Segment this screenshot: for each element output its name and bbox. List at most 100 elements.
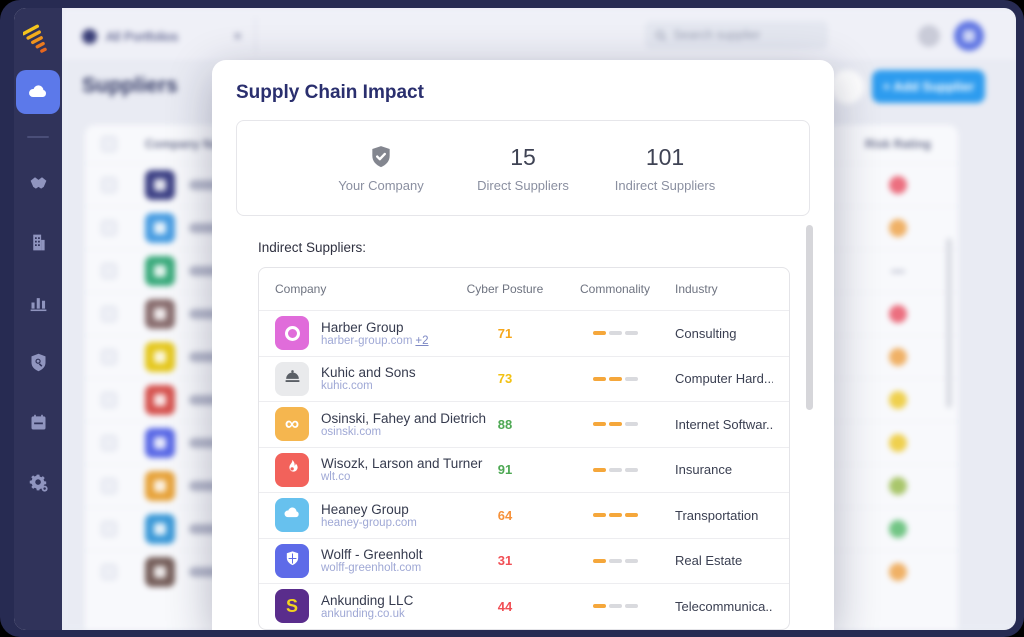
column-company: Company xyxy=(275,282,327,296)
supplier-row[interactable]: Heaney Group heaney-group.com 64 Transporta… xyxy=(259,492,789,538)
commonality-segment xyxy=(592,467,606,472)
tab-close-icon[interactable]: × xyxy=(233,27,242,45)
company-avatar xyxy=(145,170,175,200)
risk-rating-cell xyxy=(838,348,958,366)
sidebar xyxy=(14,8,62,630)
company-name: Heaney Group xyxy=(321,501,409,517)
company-logo xyxy=(275,543,309,578)
row-checkbox[interactable] xyxy=(101,177,117,193)
table-scrollbar[interactable] xyxy=(946,238,952,408)
add-supplier-button[interactable]: + Add Supplier xyxy=(872,70,985,103)
supplier-row[interactable]: Wolff - Greenholt wolff-greenholt.com 31 Re… xyxy=(259,537,789,584)
sidebar-item-settings[interactable] xyxy=(16,460,60,504)
row-checkbox[interactable] xyxy=(101,521,117,537)
help-icon[interactable] xyxy=(918,25,940,47)
cyber-posture-score: 88 xyxy=(497,416,513,432)
commonality-segment xyxy=(608,331,622,336)
sidebar-item-companies[interactable] xyxy=(16,220,60,264)
sidebar-item-partners[interactable] xyxy=(16,160,60,204)
company-name-block: Heaney Group heaney-group.com xyxy=(321,502,417,529)
indirect-suppliers-label: Indirect Suppliers: xyxy=(258,240,367,255)
risk-rating-cell xyxy=(838,269,958,273)
company-name-block: Kuhic and Sons kuhic.com xyxy=(321,365,416,392)
commonality-meter xyxy=(555,604,675,609)
row-checkbox[interactable] xyxy=(101,220,117,236)
company-name: Osinski, Fahey and Dietrich xyxy=(321,410,487,426)
company-domain-link[interactable]: harber-group.com +2 xyxy=(321,334,429,347)
tab-all-portfolios[interactable]: All Portfolios × xyxy=(72,20,252,52)
sidebar-item-reports[interactable] xyxy=(16,280,60,324)
user-avatar[interactable] xyxy=(954,21,984,51)
indirect-table-header: Company Cyber Posture Commonality Indust… xyxy=(259,268,789,310)
supplier-search[interactable] xyxy=(645,21,828,49)
modal-scrollbar[interactable] xyxy=(806,225,813,410)
calendar-icon xyxy=(31,414,45,429)
tab-divider xyxy=(255,18,256,52)
supplier-row[interactable]: ∞ Osinski, Fahey and Dietrich osinski.com 8… xyxy=(259,401,789,447)
sidebar-divider xyxy=(27,136,49,138)
commonality-segment xyxy=(592,604,606,609)
dome-icon xyxy=(283,367,302,391)
building-icon xyxy=(32,234,45,250)
commonality-segment xyxy=(608,376,622,381)
risk-rating-dot xyxy=(889,176,907,194)
industry-label: Internet Softwar... xyxy=(675,416,773,432)
commonality-meter xyxy=(555,513,675,518)
commonality-segment xyxy=(608,604,622,609)
commonality-segment xyxy=(624,331,638,336)
industry-label: Computer Hard... xyxy=(675,371,773,387)
row-checkbox[interactable] xyxy=(101,435,117,451)
row-checkbox[interactable] xyxy=(101,306,117,322)
page-title: Suppliers xyxy=(82,74,178,97)
row-checkbox[interactable] xyxy=(101,564,117,580)
handshake-icon xyxy=(30,176,46,189)
sidebar-item-risk-scan[interactable] xyxy=(16,340,60,384)
portfolio-icon xyxy=(82,28,97,44)
row-checkbox[interactable] xyxy=(101,478,117,494)
risk-rating-cell xyxy=(838,176,958,194)
company-domain-link[interactable]: heaney-group.com xyxy=(321,516,417,529)
commonality-segment xyxy=(608,513,622,518)
company-name: Wisozk, Larson and Turner xyxy=(321,456,483,472)
company-name-block: Wisozk, Larson and Turner wlt.co xyxy=(321,456,483,484)
cyber-posture-score: 44 xyxy=(497,598,513,614)
extra-domains-link[interactable]: +2 xyxy=(415,334,429,347)
stat-value: 101 xyxy=(645,143,685,170)
select-all-checkbox[interactable] xyxy=(101,136,117,152)
company-domain-link[interactable]: osinski.com xyxy=(321,425,382,438)
cloud-icon xyxy=(282,503,302,528)
industry-label: Consulting xyxy=(675,325,737,341)
risk-rating-dot xyxy=(889,391,907,409)
supplier-row[interactable]: Harber Group harber-group.com +2 71 Consulti… xyxy=(259,310,789,356)
company-domain-link[interactable]: ankunding.co.uk xyxy=(321,607,405,620)
supplier-row[interactable]: S Ankunding LLC ankunding.co.uk 44 Telecommu… xyxy=(259,583,789,629)
risk-rating-dot xyxy=(889,348,907,366)
commonality-segment xyxy=(624,422,638,427)
company-cell: Heaney Group heaney-group.com xyxy=(275,498,455,533)
company-domain-link[interactable]: wolff-greenholt.com xyxy=(321,562,422,575)
app-window: All Portfolios × Suppliers + Add Supplie… xyxy=(14,8,1016,630)
flame-icon xyxy=(283,458,301,481)
row-checkbox[interactable] xyxy=(101,349,117,365)
supplier-row[interactable]: Wisozk, Larson and Turner wlt.co 91 Insuran… xyxy=(259,446,789,493)
company-logo xyxy=(275,361,309,396)
column-industry: Industry xyxy=(675,282,718,296)
company-logo xyxy=(275,452,309,487)
company-cell: Harber Group harber-group.com +2 xyxy=(275,316,455,351)
company-domain-link[interactable]: kuhic.com xyxy=(321,380,373,393)
sidebar-item-planner[interactable] xyxy=(16,400,60,444)
risk-rating-dot xyxy=(889,305,907,323)
company-name: Kuhic and Sons xyxy=(321,365,416,381)
row-checkbox[interactable] xyxy=(101,263,117,279)
icon-button[interactable] xyxy=(830,70,864,104)
infinity-icon: ∞ xyxy=(284,413,300,436)
risk-none-dash xyxy=(891,269,905,273)
company-domain-link[interactable]: wlt.co xyxy=(321,471,351,484)
search-input[interactable] xyxy=(673,28,818,42)
supplier-row[interactable]: Kuhic and Sons kuhic.com 73 Computer Hard..… xyxy=(259,355,789,402)
company-cell: ∞ Osinski, Fahey and Dietrich osinski.com xyxy=(275,407,487,442)
sidebar-item-suppliers[interactable] xyxy=(16,70,60,114)
cyber-posture-score: 71 xyxy=(497,325,513,341)
commonality-segment xyxy=(608,422,622,427)
row-checkbox[interactable] xyxy=(101,392,117,408)
